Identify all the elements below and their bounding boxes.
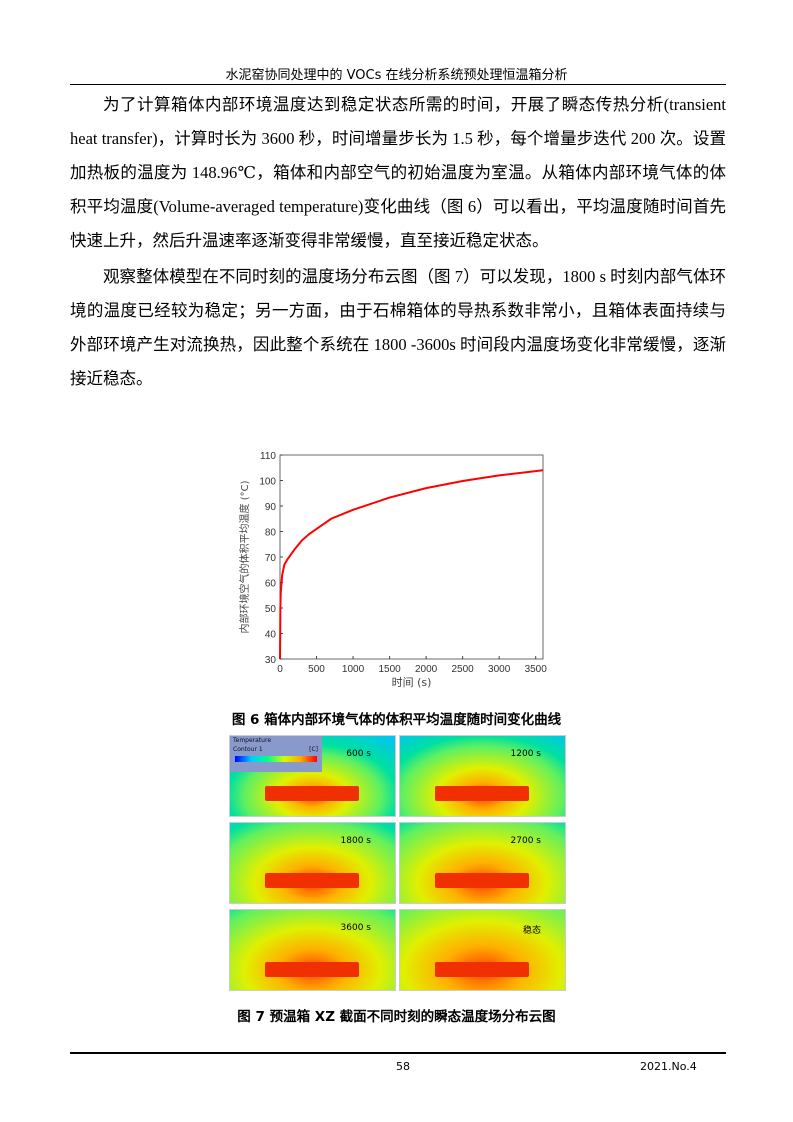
y-tick-label: 110 bbox=[260, 451, 276, 462]
x-tick-label: 1500 bbox=[378, 664, 401, 675]
temperature-field bbox=[400, 910, 565, 990]
y-tick-label: 70 bbox=[265, 553, 277, 564]
y-tick-label: 80 bbox=[265, 528, 277, 539]
heater-plate bbox=[435, 962, 529, 977]
color-legend: Temperature Contour 1 [C] bbox=[230, 736, 322, 772]
heater-plate bbox=[435, 786, 529, 801]
temperature-field bbox=[400, 736, 565, 816]
temperature-field bbox=[230, 910, 395, 990]
x-tick-label: 3000 bbox=[488, 664, 511, 675]
x-tick-label: 1000 bbox=[342, 664, 365, 675]
y-axis-label: 内部环境空气的体积平均温度 (°C) bbox=[238, 480, 251, 633]
temperature-chart: 0 500 1000 1500 2000 2500 3000 3500 30 40 50 60 70 80… bbox=[238, 451, 548, 689]
y-tick-label: 50 bbox=[265, 604, 277, 615]
contour-panel: 3600 s bbox=[229, 909, 396, 991]
time-label: 1200 s bbox=[510, 749, 541, 759]
footer-rule bbox=[70, 1052, 726, 1054]
heater-plate bbox=[265, 786, 359, 801]
y-tick-label: 30 bbox=[265, 655, 277, 666]
contour-panel: 1800 s bbox=[229, 822, 396, 904]
heater-plate bbox=[265, 962, 359, 977]
running-header: 水泥窑协同处理中的 VOCs 在线分析系统预处理恒温箱分析 bbox=[225, 68, 568, 83]
contour-panel: 600 s Temperature Contour 1 [C] bbox=[229, 735, 396, 817]
legend-title: Temperature bbox=[233, 737, 272, 744]
time-label: 稳态 bbox=[522, 926, 541, 936]
paragraph: 为了计算箱体内部环境温度达到稳定状态所需的时间，开展了瞬态传热分析(transi… bbox=[70, 95, 726, 250]
legend-subtitle: Contour 1 bbox=[233, 746, 263, 753]
heater-plate bbox=[435, 873, 529, 888]
x-tick-label: 0 bbox=[277, 664, 283, 675]
y-tick-label: 90 bbox=[265, 502, 277, 513]
header-rule bbox=[70, 84, 726, 85]
temperature-field bbox=[230, 823, 395, 903]
temperature-series-line bbox=[279, 469, 544, 660]
paragraph: 观察整体模型在不同时刻的温度场分布云图（图 7）可以发现，1800 s 时刻内部… bbox=[70, 267, 726, 388]
x-tick-label: 3500 bbox=[525, 664, 548, 675]
x-axis-label: 时间 (s) bbox=[392, 676, 432, 689]
temperature-field bbox=[400, 823, 565, 903]
issue-label: 2021.No.4 bbox=[640, 1060, 697, 1073]
figure7-caption: 图 7 预温箱 XZ 截面不同时刻的瞬态温度场分布云图 bbox=[237, 1009, 556, 1025]
x-tick-label: 2500 bbox=[452, 664, 475, 675]
plot-frame bbox=[279, 454, 544, 660]
legend-colorbar bbox=[235, 756, 317, 762]
x-tick-label: 2000 bbox=[415, 664, 438, 675]
contour-panel: 稳态 bbox=[399, 909, 566, 991]
time-label: 600 s bbox=[346, 749, 371, 759]
y-tick-label: 100 bbox=[259, 477, 276, 488]
x-tick-label: 500 bbox=[308, 664, 325, 675]
y-tick-label: 60 bbox=[265, 579, 277, 590]
legend-unit: [C] bbox=[309, 746, 318, 753]
body-text: 为了计算箱体内部环境温度达到稳定状态所需的时间，开展了瞬态传热分析(transi… bbox=[70, 88, 726, 396]
time-label: 3600 s bbox=[340, 923, 371, 933]
figure6-caption: 图 6 箱体内部环境气体的体积平均温度随时间变化曲线 bbox=[231, 712, 562, 728]
contour-panel: 1200 s bbox=[399, 735, 566, 817]
page-number: 58 bbox=[396, 1060, 410, 1073]
heater-plate bbox=[265, 873, 359, 888]
time-label: 1800 s bbox=[340, 836, 371, 846]
contour-panel: 2700 s bbox=[399, 822, 566, 904]
time-label: 2700 s bbox=[510, 836, 541, 846]
y-tick-label: 40 bbox=[265, 630, 277, 641]
